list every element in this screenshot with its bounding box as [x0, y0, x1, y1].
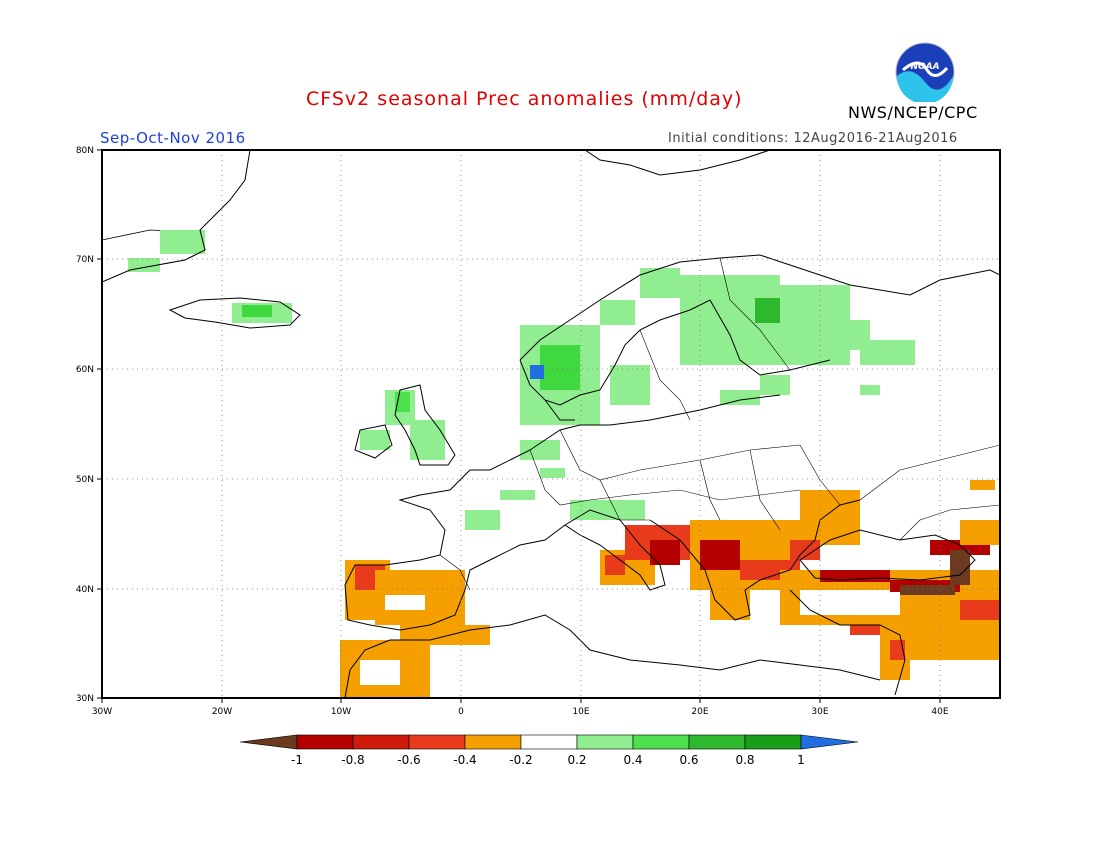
colorbar-swatch [464, 734, 522, 750]
colorbar-label: 0.8 [735, 753, 754, 767]
lon-tick-label: 10E [572, 707, 589, 717]
lon-tick-label: 40E [931, 707, 948, 717]
noaa-logo: NOAA [895, 42, 955, 102]
colorbar-swatch [352, 734, 410, 750]
colorbar: -1 -0.8 -0.6 -0.4 -0.2 0.2 0.4 0.6 0.8 1 [239, 734, 859, 767]
lat-tick-label: 70N [76, 255, 94, 265]
colorbar-label: -0.4 [453, 753, 476, 767]
lon-tick-label: 20W [212, 707, 232, 717]
colorbar-label: 0.2 [567, 753, 586, 767]
colorbar-swatch [520, 734, 578, 750]
map-figure: 30N 40N 50N 60N 70N 80N 30W 20W 10W 0 10… [76, 146, 1001, 717]
colorbar-label: 0.6 [679, 753, 698, 767]
colorbar-swatch [408, 734, 466, 750]
colorbar-swatch [688, 734, 746, 750]
lat-tick-label: 40N [76, 585, 94, 595]
lat-tick-label: 50N [76, 475, 94, 485]
colorbar-swatch [296, 734, 354, 750]
chart-title: CFSv2 seasonal Prec anomalies (mm/day) [306, 88, 743, 110]
colorbar-label: -0.2 [509, 753, 532, 767]
map-frame [101, 149, 1001, 699]
lon-tick-label: 0 [458, 707, 464, 717]
initial-conditions-label: Initial conditions: 12Aug2016-21Aug2016 [668, 131, 958, 146]
lon-tick-label: 10W [331, 707, 351, 717]
lon-tick-label: 30W [92, 707, 112, 717]
season-label: Sep-Oct-Nov 2016 [100, 129, 246, 147]
colorbar-low-triangle [239, 734, 298, 750]
colorbar-swatch [744, 734, 802, 750]
agency-label: NWS/NCEP/CPC [848, 103, 978, 122]
lat-tick-label: 30N [76, 694, 94, 704]
lat-tick-label: 80N [76, 146, 94, 156]
anomaly-shading [102, 229, 1000, 698]
colorbar-label: -1 [291, 753, 303, 767]
colorbar-swatch [632, 734, 690, 750]
colorbar-label: 0.4 [623, 753, 642, 767]
lon-tick-label: 30E [811, 707, 828, 717]
lon-tick-label: 20E [691, 707, 708, 717]
colorbar-label: 1 [797, 753, 805, 767]
lat-tick-label: 60N [76, 365, 94, 375]
colorbar-label: -0.6 [397, 753, 420, 767]
colorbar-high-triangle [800, 734, 859, 750]
colorbar-swatch [576, 734, 634, 750]
colorbar-label: -0.8 [341, 753, 364, 767]
noaa-logo-text: NOAA [910, 62, 939, 72]
